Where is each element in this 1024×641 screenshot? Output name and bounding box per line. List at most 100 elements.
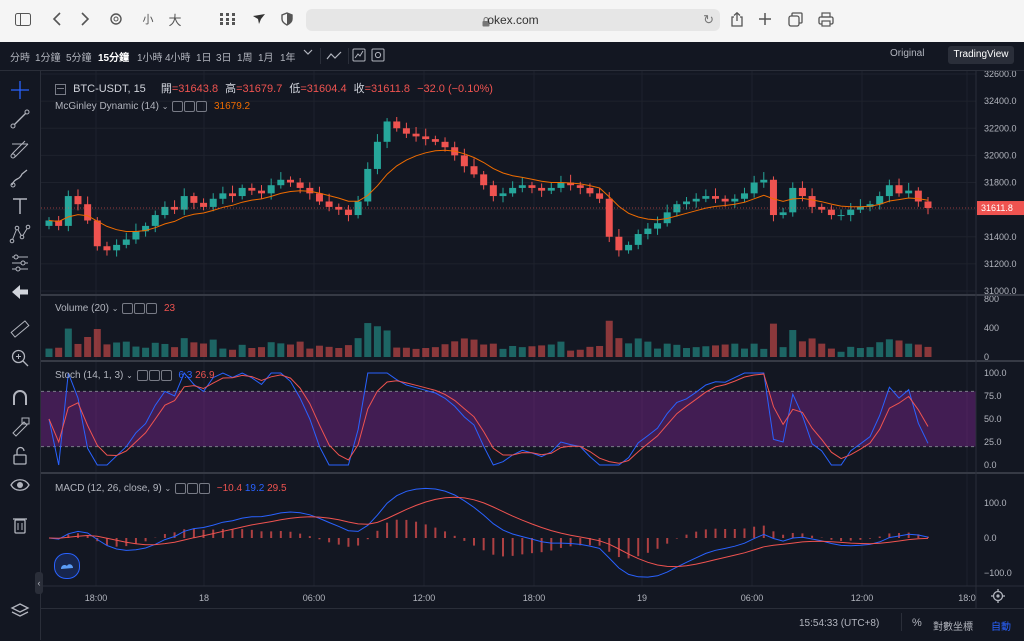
- address-bar[interactable]: okex.com ↻: [306, 9, 720, 31]
- settings-icon[interactable]: [148, 370, 160, 381]
- print-icon[interactable]: [815, 8, 837, 30]
- eye-icon[interactable]: [9, 474, 31, 496]
- stoch-band-fill: [41, 391, 976, 447]
- timeframe-6[interactable]: 1日: [196, 53, 212, 64]
- trash-icon[interactable]: [9, 513, 31, 535]
- tabs-overview-icon[interactable]: [784, 8, 806, 30]
- close-icon[interactable]: [198, 483, 210, 494]
- timeframe-0[interactable]: 分時: [10, 53, 30, 64]
- unlock-icon[interactable]: [9, 445, 31, 467]
- shield-icon[interactable]: [276, 8, 298, 30]
- volume-legend: Volume (20) ⌄ 23: [55, 303, 175, 314]
- candle-body: [180, 196, 188, 210]
- ma-indicator-name[interactable]: McGinley Dynamic (14): [55, 101, 159, 113]
- eye-toggle-icon[interactable]: [174, 483, 186, 494]
- collapse-toolbar-chevron-icon[interactable]: ‹: [35, 572, 43, 594]
- close-icon[interactable]: [160, 370, 172, 381]
- timeframe-1[interactable]: 1分鐘: [35, 53, 61, 64]
- text-tool-icon[interactable]: [9, 195, 31, 217]
- zoom-large-button[interactable]: 大: [168, 12, 182, 28]
- current-price-tag: 31611.8: [41, 201, 1024, 216]
- volume-bar: [876, 342, 884, 357]
- chevron-down-icon[interactable]: [303, 48, 313, 59]
- symbol-name[interactable]: BTC-USDT, 15: [73, 83, 146, 95]
- close-icon[interactable]: [146, 303, 158, 314]
- bird-extension-icon[interactable]: [248, 8, 270, 30]
- percent-scale-toggle[interactable]: %: [912, 617, 922, 629]
- chevron-down-icon[interactable]: ⌄: [111, 304, 119, 314]
- timeframe-2[interactable]: 5分鐘: [66, 53, 92, 64]
- chevron-down-icon[interactable]: ⌄: [126, 371, 133, 381]
- zoom-in-icon[interactable]: [9, 347, 31, 369]
- zoom-small-button[interactable]: 小: [142, 14, 154, 26]
- eye-toggle-icon[interactable]: [136, 370, 148, 381]
- timeframe-8[interactable]: 1周: [237, 53, 253, 64]
- crosshair-icon[interactable]: [9, 79, 31, 101]
- settings-icon[interactable]: [186, 483, 198, 494]
- stoch-k-value: 6.3: [178, 370, 193, 382]
- time-tick-label: 18:00: [85, 593, 108, 603]
- candle-body: [354, 201, 362, 216]
- sidebar-toggle-icon[interactable]: [12, 8, 34, 30]
- stoch-indicator-name[interactable]: Stoch (14, 1, 3): [55, 370, 124, 382]
- close-icon[interactable]: [196, 101, 208, 112]
- chart-canvas[interactable]: 32600.032400.032200.032000.031800.031600…: [41, 71, 1024, 608]
- grid-apps-icon[interactable]: [217, 8, 239, 30]
- lock-drawing-icon[interactable]: [9, 415, 31, 437]
- volume-tick-label: 0: [984, 352, 989, 362]
- timeframe-10[interactable]: 1年: [280, 53, 296, 64]
- volume-indicator-name[interactable]: Volume (20): [55, 303, 109, 315]
- arrow-back-icon[interactable]: [9, 281, 31, 303]
- share-icon[interactable]: [726, 8, 748, 30]
- forward-icon[interactable]: [74, 8, 96, 30]
- timeframe-5[interactable]: 4小時: [165, 53, 191, 64]
- eye-toggle-icon[interactable]: [172, 101, 184, 112]
- timeframe-4[interactable]: 1小時: [137, 53, 163, 64]
- volume-bar: [625, 343, 633, 357]
- candle-body: [412, 133, 420, 137]
- timeframe-3[interactable]: 15分鐘: [98, 53, 130, 64]
- prediction-tool-icon[interactable]: [9, 252, 31, 274]
- chart-settings-gear-icon[interactable]: [990, 588, 1006, 609]
- macd-indicator-name[interactable]: MACD (12, 26, close, 9): [55, 483, 162, 495]
- volume-bar: [55, 347, 63, 357]
- view-tradingview-button[interactable]: TradingView: [948, 46, 1014, 64]
- candle-body: [538, 187, 546, 191]
- volume-bar: [644, 341, 652, 357]
- candle-body: [518, 185, 526, 188]
- ruler-icon[interactable]: [9, 318, 31, 340]
- candle-body: [103, 246, 111, 251]
- indicators-icon[interactable]: [352, 48, 366, 67]
- auto-scale-toggle[interactable]: 自動: [991, 622, 1011, 633]
- magnet-icon[interactable]: [9, 387, 31, 409]
- new-tab-icon[interactable]: [754, 8, 776, 30]
- eye-toggle-icon[interactable]: [122, 303, 134, 314]
- trend-line-icon[interactable]: [9, 108, 31, 130]
- volume-bar: [499, 348, 507, 357]
- chevron-down-icon[interactable]: ⌄: [161, 102, 169, 112]
- okex-logo-icon[interactable]: [54, 553, 80, 579]
- volume-bar: [711, 345, 719, 357]
- object-tree-icon[interactable]: [9, 600, 31, 622]
- candle-body: [711, 196, 719, 199]
- candle-body: [122, 239, 130, 245]
- macd-legend: MACD (12, 26, close, 9) ⌄ −10.4 19.2 29.…: [55, 483, 287, 494]
- view-original-button[interactable]: Original: [890, 48, 925, 59]
- pattern-tool-icon[interactable]: [9, 223, 31, 245]
- log-scale-toggle[interactable]: 對數坐標: [933, 622, 973, 633]
- chart-type-line-icon[interactable]: [326, 49, 342, 67]
- ma-legend: McGinley Dynamic (14) ⌄ 31679.2: [55, 101, 250, 112]
- timeframe-9[interactable]: 1月: [258, 53, 274, 64]
- volume-bar: [914, 344, 922, 357]
- brush-icon[interactable]: [9, 167, 31, 189]
- back-icon[interactable]: [46, 8, 68, 30]
- timeframe-7[interactable]: 3日: [216, 53, 232, 64]
- settings-gear-icon[interactable]: [105, 8, 127, 30]
- reload-icon[interactable]: ↻: [703, 12, 714, 27]
- settings-icon[interactable]: [184, 101, 196, 112]
- fib-tool-icon[interactable]: [9, 138, 31, 160]
- settings-icon[interactable]: [134, 303, 146, 314]
- chevron-down-icon[interactable]: ⌄: [164, 484, 172, 494]
- chart-settings-icon[interactable]: [371, 48, 385, 67]
- collapse-legend-icon[interactable]: [55, 83, 66, 95]
